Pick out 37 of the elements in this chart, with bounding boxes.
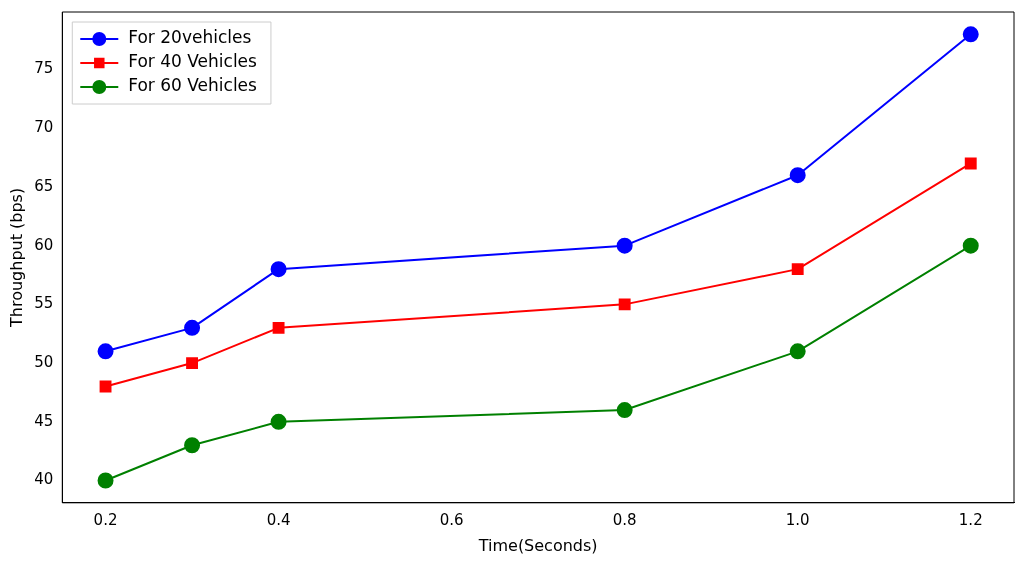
x-tick-label: 1.2 [958,510,983,529]
x-tick-label: 0.8 [612,510,637,529]
y-tick-label: 60 [34,235,54,254]
point [618,298,631,311]
point [962,237,979,254]
point [964,157,977,170]
point [789,167,806,184]
point [791,263,804,276]
y-tick-label: 55 [34,294,54,313]
point [186,357,199,370]
point [616,237,633,254]
y-tick-label: 70 [34,118,54,137]
x-tick-label: 0.4 [266,510,291,529]
y-tick-label: 65 [34,176,54,195]
point [184,319,201,336]
point [184,437,201,454]
point [97,343,114,360]
point [97,472,114,489]
x-axis-title: Time(Seconds) [477,535,598,555]
legend-label: For 60 Vehicles [128,75,258,96]
legend-label: For 20vehicles [128,27,252,48]
x-tick-label: 0.2 [93,510,118,529]
y-tick-label: 40 [34,470,54,489]
x-tick-label: 0.6 [439,510,464,529]
legend-label: For 40 Vehicles [128,51,258,72]
y-tick-label: 45 [34,411,54,430]
point [270,413,287,430]
point [272,321,285,334]
y-tick-label: 50 [34,352,54,371]
point [962,26,979,43]
point [99,380,112,393]
point [789,343,806,360]
y-tick-label: 75 [34,59,54,78]
x-tick-label: 1.0 [785,510,810,529]
point [270,261,287,278]
point [616,402,633,419]
y-axis-title: Throughput (bps) [6,187,26,328]
